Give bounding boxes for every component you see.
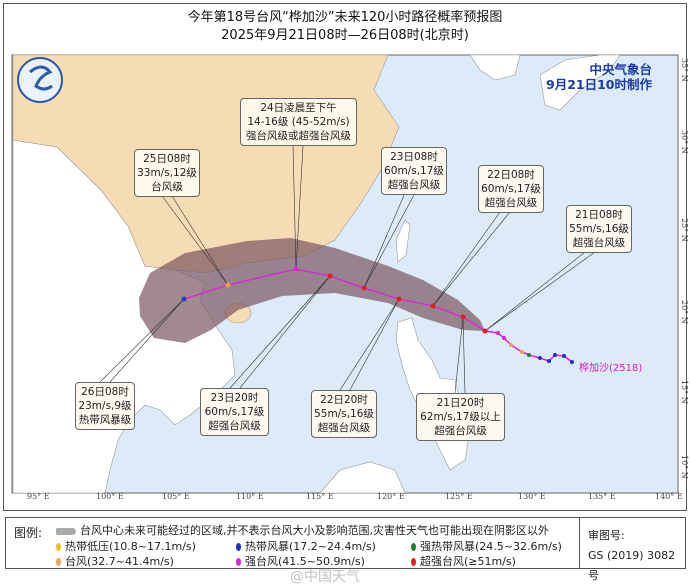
legend-divider: [579, 518, 580, 568]
lat-label: 30° N: [680, 130, 689, 154]
forecast-point: [181, 296, 187, 302]
leader-line: [462, 316, 466, 394]
legend-dot-icon: [56, 558, 61, 566]
forecast-point: [460, 314, 466, 320]
legend-dot-icon: [411, 558, 416, 566]
leader-line: [109, 298, 185, 383]
lat-label: 20° N: [680, 300, 689, 324]
lon-label: 125° E: [445, 492, 473, 501]
lat-label: 15° N: [680, 380, 689, 404]
watermark: @中国天气: [290, 569, 360, 585]
callout-21-08: 21日08时 55m/s,16级 超强台风级: [566, 205, 632, 253]
map-subtitle: 2025年9月21日08时—26日08时(北京时): [221, 28, 469, 43]
legend-item: 台风(32.7~41.4m/s): [56, 553, 174, 569]
leader-line: [295, 145, 304, 270]
cone-swatch-icon: [56, 527, 76, 535]
legend: 图例: 台风中心未来可能经过的区域,并不表示台风大小及影响范围,灾害性天气也可能…: [5, 517, 686, 582]
forecast-point: [396, 296, 402, 302]
legend-cone: 台风中心未来可能经过的区域,并不表示台风大小及影响范围,灾害性天气也可能出现在阴…: [56, 522, 549, 538]
leader-line: [239, 275, 331, 389]
storm-name-label: 桦加沙(2518): [579, 363, 643, 374]
lon-label: 95° E: [27, 492, 50, 501]
forecast-point: [293, 266, 299, 272]
borneo: [319, 461, 406, 494]
legend-title: 图例:: [14, 526, 43, 540]
past-track-point: [553, 353, 557, 357]
leader-line: [171, 195, 229, 286]
forecast-points: [181, 266, 488, 334]
lon-label: 110° E: [236, 492, 264, 501]
leader-line: [454, 316, 464, 394]
probability-cone: [139, 238, 485, 343]
past-track-point: [509, 343, 513, 347]
review-number: 审图号: GS (2019) 3082号: [588, 529, 676, 582]
past-track-point: [502, 336, 506, 340]
leader-line: [432, 211, 501, 307]
callout-25-08: 25日08时 33m/s,12级 台风级: [134, 149, 200, 197]
lon-label: 140° E: [655, 492, 683, 501]
forecast-point: [482, 328, 488, 334]
taiwan-island: [395, 219, 411, 263]
issued-time: 9月21日10时制作: [546, 77, 652, 92]
past-track-point: [570, 360, 574, 364]
leader-line: [484, 251, 586, 332]
leader-line: [99, 298, 185, 383]
forecast-point: [430, 303, 436, 309]
callout-22-20: 22日20时 55m/s,16级 超强台风级: [311, 390, 377, 438]
legend-item: 热带低压(10.8~17.1m/s): [56, 538, 196, 554]
forecast-point: [327, 273, 333, 279]
japan: [539, 54, 621, 111]
frame: [3, 3, 687, 511]
legend-dot-icon: [236, 543, 241, 551]
leader-line: [363, 192, 406, 289]
lon-label: 100° E: [96, 492, 124, 501]
leader-line: [432, 211, 511, 307]
leader-line: [349, 298, 400, 391]
past-track-point: [547, 359, 551, 363]
legend-dot-icon: [411, 543, 416, 551]
leader-line: [339, 298, 400, 391]
leader-line: [484, 251, 596, 332]
callout-21-20: 21日20时 62m/s,17级以上 超强台风级: [416, 393, 505, 441]
lat-label: 10° N: [680, 455, 689, 479]
leader-lines: [99, 145, 596, 394]
callout-23-08: 23日08时 60m/s,17级 超强台风级: [381, 147, 447, 195]
lat-label: 25° N: [680, 218, 689, 242]
legend-item: 热带风暴(17.2~24.4m/s): [236, 538, 376, 554]
lat-label: 35° N: [680, 58, 689, 82]
callout-26-08: 26日08时 23m/s,9级 热带风暴级: [75, 382, 135, 430]
issuer-name: 中央气象台: [589, 62, 652, 77]
leader-line: [161, 195, 229, 286]
lon-label: 135° E: [588, 492, 616, 501]
leader-line: [363, 192, 416, 289]
legend-item: 超强台风(≥51m/s): [411, 553, 516, 569]
legend-item: 强热带风暴(24.5~32.6m/s): [411, 538, 562, 554]
past-track-point: [538, 356, 542, 360]
callout-23-20: 23日20时 60m/s,17级 超强台风级: [200, 388, 269, 436]
lon-label: 115° E: [306, 492, 334, 501]
legend-dot-icon: [236, 558, 241, 566]
forecast-point: [225, 282, 231, 288]
cma-logo-swirl: [29, 65, 53, 91]
lon-label: 120° E: [377, 492, 405, 501]
leader-line: [229, 275, 331, 389]
lon-label: 105° E: [162, 492, 190, 501]
issuer: 中央气象台 9月21日10时制作: [546, 62, 652, 92]
lon-label: 130° E: [518, 492, 546, 501]
past-track-point: [496, 331, 500, 335]
forecast-point: [361, 285, 367, 291]
callout-22-08: 22日08时 60m/s,17级 超强台风级: [478, 165, 544, 213]
korea: [469, 54, 521, 81]
past-track-point: [527, 353, 531, 357]
leader-line: [292, 145, 297, 270]
past-track-point: [562, 354, 566, 358]
legend-dot-icon: [56, 543, 61, 551]
past-track-point: [520, 350, 524, 354]
map-title: 今年第18号台风“桦加沙”未来120小时路径概率预报图: [187, 10, 503, 25]
callout-24: 24日凌晨至下午 14-16级 (45-52m/s) 强台风级或超强台风级: [240, 98, 357, 146]
legend-item: 强台风(41.5~50.9m/s): [236, 553, 365, 569]
